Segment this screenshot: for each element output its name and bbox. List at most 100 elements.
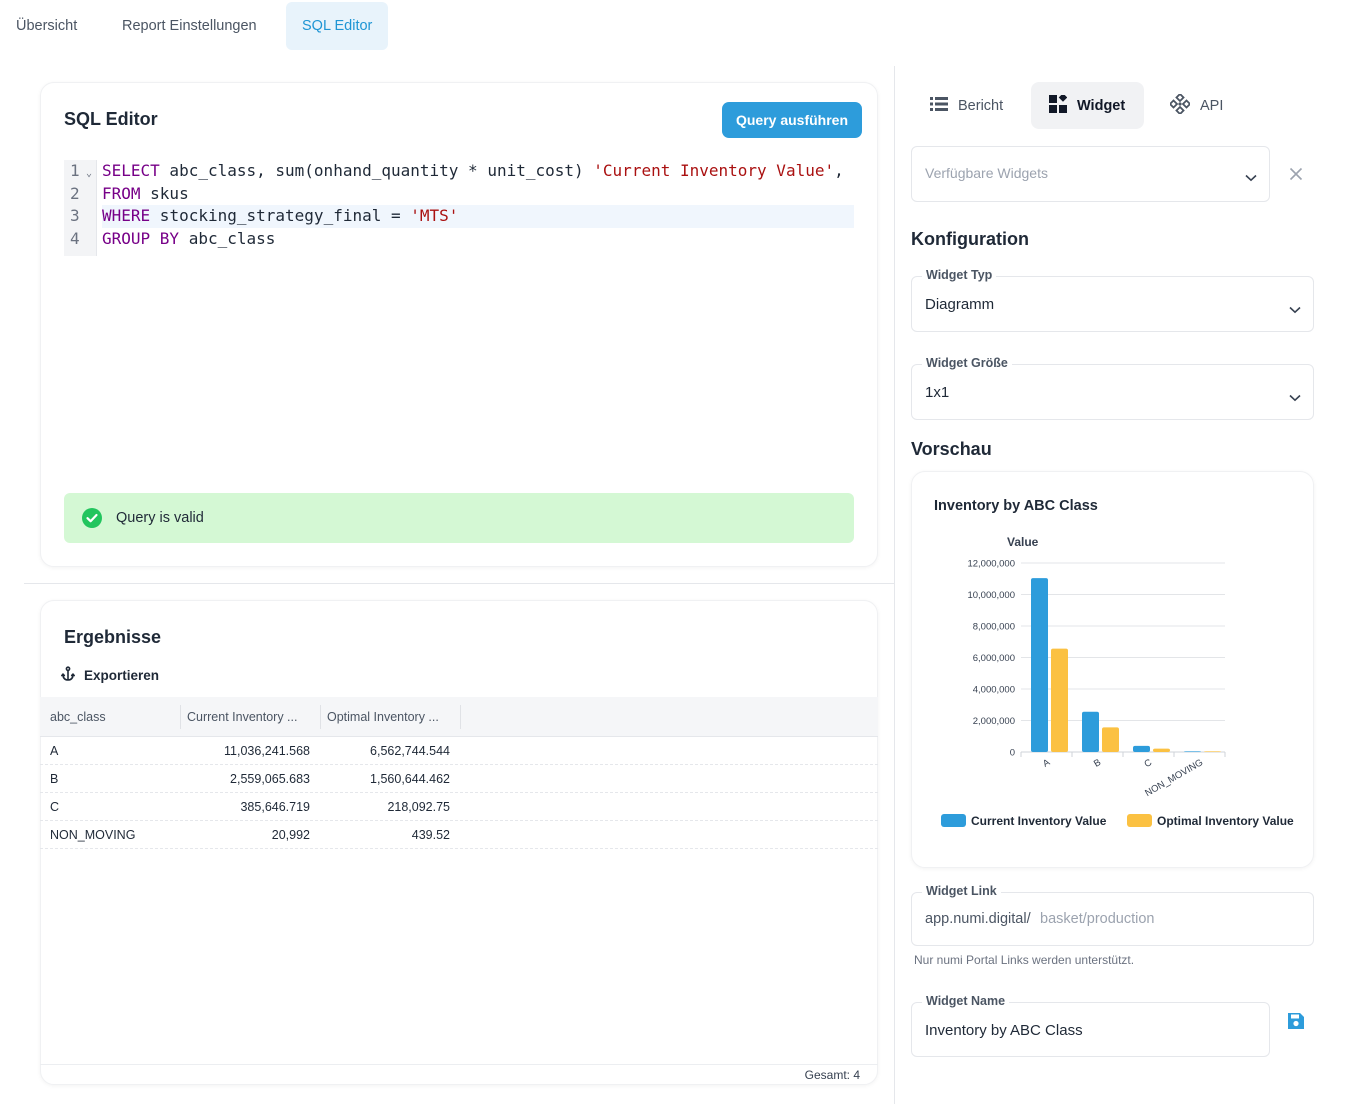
- code-editor[interactable]: 1 ⌄ 2 3 4 SELECT abc_class, sum(onhand_q…: [64, 160, 854, 260]
- x-tick-label: NON_MOVING: [1143, 757, 1205, 799]
- preview-chart: Value 0 2,000,000 4,000,000 6,000,000 8,000,0…: [941, 535, 1294, 828]
- legend-label: Current Inventory Value: [971, 814, 1107, 828]
- y-tick-label: 0: [1010, 748, 1015, 759]
- table-cell: 439.52: [411, 828, 450, 842]
- line-number: 3: [70, 206, 80, 225]
- code-line: GROUP BY abc_class: [102, 228, 275, 251]
- table-cell: 1,560,644.462: [370, 772, 450, 786]
- table-cell: 2,559,065.683: [230, 772, 310, 786]
- y-tick-label: 2,000,000: [973, 716, 1015, 727]
- y-tick-label: 8,000,000: [973, 622, 1015, 633]
- bar: [1153, 748, 1170, 752]
- horizontal-divider: [24, 583, 894, 584]
- run-query-button[interactable]: Query ausführen: [722, 102, 862, 138]
- table-cell: 11,036,241.568: [224, 744, 310, 758]
- y-tick-label: 12,000,000: [967, 559, 1015, 570]
- x-tick-label: C: [1143, 757, 1155, 770]
- export-button[interactable]: Exportieren: [60, 664, 159, 686]
- sql-keyword: FROM: [102, 183, 141, 203]
- tab-api[interactable]: API: [1152, 82, 1241, 129]
- tab-widget[interactable]: Widget: [1031, 82, 1144, 129]
- sql-editor-card: [40, 82, 878, 567]
- sql-text: abc_class, sum(onhand_quantity * unit_co…: [159, 161, 594, 180]
- sql-text: stocking_strategy_final =: [150, 206, 411, 225]
- column-separator[interactable]: [460, 705, 461, 729]
- widget-name-field[interactable]: Widget Name Inventory by ABC Class: [911, 994, 1270, 1057]
- sql-text: skus: [140, 183, 189, 203]
- x-tick-label: A: [1041, 757, 1053, 770]
- widget-type-select[interactable]: Widget Typ Diagramm: [911, 268, 1314, 332]
- vertical-divider: [894, 66, 895, 1104]
- export-label: Exportieren: [84, 667, 160, 683]
- available-widgets-select[interactable]: Verfügbare Widgets: [911, 146, 1270, 202]
- check-circle-icon: [82, 508, 102, 528]
- table-cell: C: [50, 800, 60, 814]
- bar: [1102, 727, 1119, 752]
- column-header[interactable]: Current Inventory ...: [187, 710, 298, 724]
- code-line: FROM skus: [102, 183, 189, 206]
- y-tick-label: 10,000,000: [967, 590, 1015, 601]
- sql-keyword: GROUP BY: [102, 228, 180, 248]
- widget-type-value: Diagramm: [925, 296, 995, 313]
- bar: [1184, 751, 1201, 752]
- widget-link-field[interactable]: Widget Link app.numi.digital/ basket/pro…: [911, 884, 1314, 946]
- widget-icon: [1049, 92, 1068, 117]
- tab-label: API: [1200, 97, 1224, 114]
- anchor-icon: [60, 665, 76, 685]
- sql-keyword: SELECT: [102, 161, 160, 180]
- chevron-down-icon: [1245, 169, 1257, 187]
- x-tick-label: B: [1092, 757, 1103, 770]
- code-line: SELECT abc_class, sum(onhand_quantity * …: [102, 160, 844, 183]
- y-tick-label: 6,000,000: [973, 653, 1015, 664]
- list-icon: [930, 96, 948, 116]
- line-number: 2: [70, 183, 80, 203]
- tab-sql-editor[interactable]: SQL Editor: [286, 2, 389, 50]
- sql-text: abc_class: [179, 228, 276, 248]
- save-icon[interactable]: [1287, 1012, 1305, 1030]
- tab-label: Widget: [1077, 97, 1126, 114]
- preview-card: [911, 471, 1314, 868]
- legend-swatch: [941, 814, 966, 827]
- code-line-active: WHERE stocking_strategy_final = 'MTS': [102, 205, 854, 228]
- table-cell: 20,992: [271, 828, 310, 842]
- table-cell: A: [50, 744, 59, 758]
- table-row[interactable]: B 2,559,065.683 1,560,644.462: [40, 765, 878, 793]
- column-header[interactable]: Optimal Inventory ...: [327, 710, 439, 724]
- line-number: 4: [70, 228, 80, 248]
- line-gutter: [64, 160, 97, 256]
- link-hint: Nur numi Portal Links werden unterstützt…: [914, 953, 1135, 967]
- bar: [1204, 751, 1221, 752]
- column-separator[interactable]: [320, 705, 321, 729]
- sql-keyword: WHERE: [102, 206, 151, 225]
- table-cell: 6,562,744.544: [370, 744, 450, 758]
- widgets-placeholder: Verfügbare Widgets: [925, 165, 1048, 181]
- y-axis-label: Value: [1007, 535, 1039, 549]
- sql-text: ,: [834, 161, 844, 180]
- tab-overview[interactable]: Übersicht: [16, 18, 78, 34]
- widget-size-label: Widget Größe: [922, 356, 1012, 370]
- sql-string: 'MTS': [410, 206, 459, 225]
- column-separator[interactable]: [180, 705, 181, 729]
- column-header[interactable]: abc_class: [50, 710, 106, 724]
- table-row[interactable]: NON_MOVING 20,992 439.52: [40, 821, 878, 849]
- widget-name-value[interactable]: Inventory by ABC Class: [925, 1022, 1083, 1039]
- table-cell: 385,646.719: [240, 800, 310, 814]
- tab-report-settings[interactable]: Report Einstellungen: [122, 18, 257, 34]
- table-row[interactable]: C 385,646.719 218,092.75: [40, 793, 878, 821]
- tab-label: Bericht: [958, 97, 1004, 114]
- widget-type-label: Widget Typ: [922, 268, 997, 282]
- results-title: Ergebnisse: [64, 627, 162, 647]
- table-row[interactable]: A 11,036,241.568 6,562,744.544: [40, 737, 878, 765]
- fold-chevron-icon[interactable]: ⌄: [86, 168, 93, 179]
- widget-size-select[interactable]: Widget Größe 1x1: [911, 356, 1314, 420]
- y-tick-label: 4,000,000: [973, 685, 1015, 696]
- bar: [1133, 745, 1150, 752]
- close-icon[interactable]: [1288, 166, 1304, 182]
- chart-title: Inventory by ABC Class: [934, 498, 1098, 514]
- bar: [1031, 578, 1048, 752]
- table-cell: NON_MOVING: [50, 828, 136, 842]
- table-cell: B: [50, 772, 59, 786]
- link-input-placeholder[interactable]: basket/production: [1040, 911, 1155, 927]
- results-header: abc_class Current Inventory ... Optimal …: [40, 697, 878, 737]
- tab-bericht[interactable]: Bericht: [912, 82, 1021, 129]
